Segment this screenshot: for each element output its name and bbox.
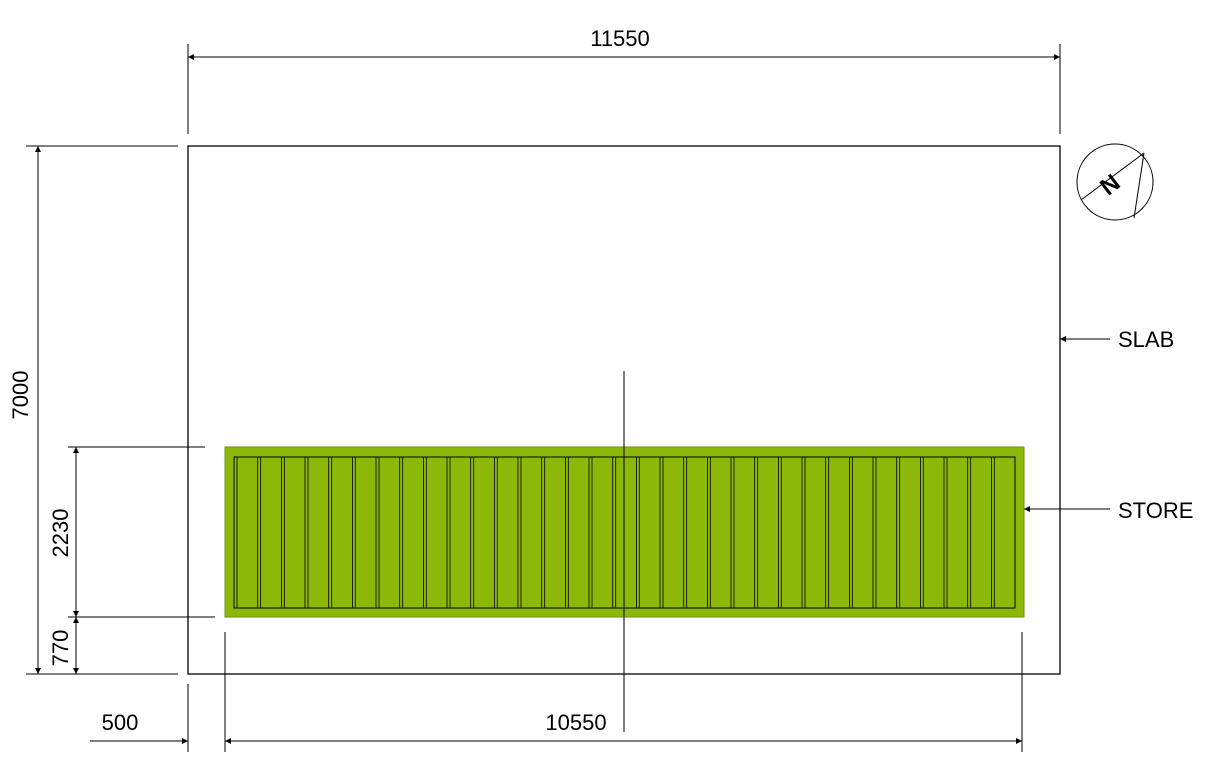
store-leader: STORE (1024, 498, 1193, 523)
dimension-overall-height-label: 7000 (8, 371, 33, 420)
store-panels (236, 456, 1016, 609)
dimension-store-width-label: 10550 (545, 710, 606, 735)
store-panel (851, 456, 874, 609)
dimension-overall-height: 7000 (8, 145, 178, 675)
store-panel (473, 456, 495, 609)
store-panel (828, 456, 850, 609)
store-panel (449, 456, 472, 609)
store-panel (425, 456, 448, 609)
store-panel (946, 456, 969, 609)
store-panel (402, 456, 424, 609)
store-panel (757, 456, 779, 609)
store-panel (307, 456, 330, 609)
store-panel (591, 456, 614, 609)
store-panel (899, 456, 921, 609)
store-panel (780, 456, 803, 609)
dimension-store-offset-bottom-label: 770 (48, 630, 73, 667)
store-panel (804, 456, 827, 609)
store-panel (283, 456, 306, 609)
store-panel (662, 456, 685, 609)
store-panel (567, 456, 590, 609)
dimension-store-offset-bottom: 770 (48, 617, 79, 674)
store-panel (236, 456, 259, 609)
store-panel (970, 456, 992, 609)
dimension-store-height-label: 2230 (48, 509, 73, 558)
store-panel (709, 456, 732, 609)
store-panel (378, 456, 401, 609)
dimension-store-width: 10550 (224, 632, 1023, 752)
store-panel (615, 456, 637, 609)
dimension-store-offset-left: 500 (90, 684, 189, 752)
north-arrow-letter: N (1095, 169, 1125, 201)
store-panel (993, 456, 1016, 609)
slab-label: SLAB (1118, 327, 1174, 352)
store-panel (875, 456, 898, 609)
north-arrow-icon: N (1076, 143, 1154, 221)
dimension-store-offset-left-label: 500 (102, 710, 139, 735)
store-panel (520, 456, 543, 609)
store-panel (544, 456, 566, 609)
store-panel (354, 456, 377, 609)
store-panel (733, 456, 756, 609)
dimension-overall-width-label: 11550 (590, 26, 650, 51)
slab-leader: SLAB (1060, 327, 1174, 352)
dimension-overall-width: 11550 (187, 26, 1061, 134)
store-panel (331, 456, 353, 609)
store-panel (260, 456, 282, 609)
dimension-store-height: 2230 (48, 446, 215, 618)
store-panel (638, 456, 661, 609)
store-panel (496, 456, 519, 609)
store-panel (686, 456, 708, 609)
store-label: STORE (1118, 498, 1193, 523)
store-panel (922, 456, 945, 609)
